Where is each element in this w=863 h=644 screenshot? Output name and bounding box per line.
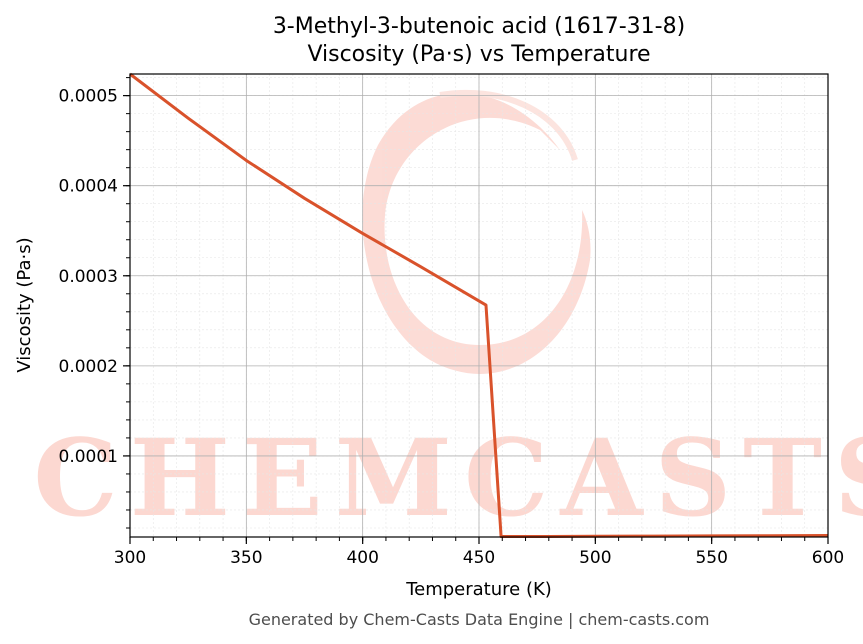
x-tick-label: 350 bbox=[230, 548, 262, 568]
viscosity-series-line bbox=[129, 72, 829, 539]
y-tick-label: 0.0002 bbox=[59, 357, 118, 377]
chart-subtitle: Viscosity (Pa·s) vs Temperature bbox=[307, 42, 650, 67]
x-tick-label: 300 bbox=[114, 548, 146, 568]
y-tick-label: 0.0003 bbox=[59, 267, 118, 287]
axes: 300 350 400 450 500 550 600 0.0001 0.0002 0.0003 0… bbox=[59, 73, 844, 568]
footer-credit: Generated by Chem-Casts Data Engine | ch… bbox=[249, 610, 710, 629]
series-layer bbox=[129, 72, 829, 539]
x-tick-label: 600 bbox=[812, 548, 844, 568]
x-tick-label: 550 bbox=[695, 548, 727, 568]
chart-title: 3-Methyl-3-butenoic acid (1617-31-8) bbox=[273, 14, 685, 39]
watermark-text: CHEMCASTS bbox=[33, 415, 863, 540]
x-axis-label: Temperature (K) bbox=[405, 579, 552, 600]
watermark: CHEMCASTS bbox=[33, 89, 863, 540]
x-tick-label: 400 bbox=[346, 548, 378, 568]
y-tick-label: 0.0005 bbox=[59, 87, 118, 107]
x-tick-label: 450 bbox=[463, 548, 495, 568]
text-layer: 3-Methyl-3-butenoic acid (1617-31-8) Vis… bbox=[14, 14, 709, 629]
y-axis-label: Viscosity (Pa·s) bbox=[14, 237, 35, 372]
y-tick-label: 0.0004 bbox=[59, 177, 118, 197]
watermark-swirl bbox=[362, 89, 591, 374]
y-tick-label: 0.0001 bbox=[59, 447, 118, 467]
x-tick-label: 500 bbox=[579, 548, 611, 568]
